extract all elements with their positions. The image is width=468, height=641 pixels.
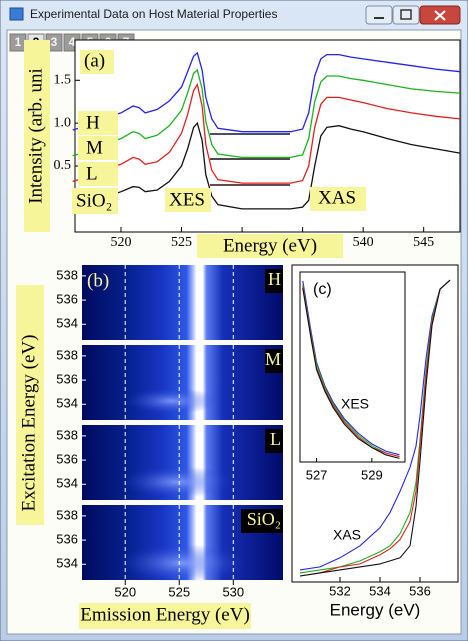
y-tick-label: 1.0 [54,115,72,130]
series-line [72,82,461,184]
heatmap-feature [124,388,220,414]
heatmap [82,265,283,340]
panel-name: L [270,429,281,449]
annotation: L [86,163,98,184]
y-tick-label: 536 [56,452,78,467]
heatmap-feature [118,544,246,582]
y-tick-label: 1.5 [54,73,72,88]
annotation: M [86,137,103,158]
tab-label: 4 [69,35,76,49]
x-tick-label: 520 [111,235,132,250]
label-box [80,50,114,74]
annotation: XAS [333,527,361,543]
x-axis-label: Emission Energy (eV) [80,604,250,625]
x-tick-label: 527 [306,467,328,482]
panel-label: (c) [313,281,332,298]
close-icon [434,10,446,21]
x-tick-label: 520 [114,584,136,599]
y-tick-label: 538 [56,267,78,282]
x-tick-label: 525 [171,235,192,250]
x-tick-label: 545 [413,235,434,250]
maximize-icon [400,9,412,20]
app-icon [9,7,24,21]
annotation: XES [169,189,205,210]
y-tick-label: 534 [56,396,78,411]
label-box [241,509,283,533]
panel-name: M [265,349,281,369]
label-box [78,136,118,160]
y-axis-label: Intensity (arb. uni [25,68,46,204]
label-box [265,269,283,293]
label-box [79,603,251,629]
tab-label: 1 [15,35,22,49]
series-line [72,121,461,210]
x-tick-label: 532 [329,583,351,598]
tab-label: 3 [51,35,58,49]
label-box [16,285,44,525]
y-tick-label: 534 [56,476,78,491]
x-axis-label: Energy (eV) [223,235,317,256]
panel-b: 534 536 538 H 534 536 538 M 534 536 538 L 534 536 538 S… [56,265,283,599]
heatmap-feature [121,466,233,498]
y-tick-label: 538 [56,507,78,522]
panel-name: SiO₂ [247,509,281,529]
y-tick-label: 538 [56,427,78,442]
y-tick-label: 536 [56,532,78,547]
series-line [72,68,461,159]
label-box [72,188,118,214]
annotation: XAS [318,187,356,208]
series-line [72,51,461,133]
annotation: XES [341,396,369,412]
label-box [24,40,50,232]
label-box [310,187,366,211]
y-tick-label: 536 [56,372,78,387]
x-tick-label: 529 [361,467,383,482]
x-axis-label: Energy (eV) [330,600,421,619]
panel-label: (a) [84,50,105,71]
x-tick-label: 534 [369,583,391,598]
x-tick-label: 525 [168,584,190,599]
panel-name: H [268,269,281,289]
label-box [265,429,283,453]
y-tick-label: 534 [56,556,78,571]
minimize-button[interactable] [365,5,393,25]
annotation: H [86,112,100,133]
label-box [165,188,211,212]
series-line [299,279,451,577]
label-box [265,349,283,373]
y-tick-label: 536 [56,292,78,307]
maximize-button[interactable] [392,5,420,25]
window-title: Experimental Data on Host Material Prope… [30,7,277,21]
label-box [78,111,118,135]
y-tick-label: 534 [56,316,78,331]
plot-area [74,39,461,233]
y-tick-label: 0.5 [54,158,72,173]
panel-c: 532 534 536 527 529 (c) XES XAS Energy (eV) [299,271,451,619]
x-tick-label: 530 [222,584,244,599]
label-box [197,234,343,258]
y-tick-label: 538 [56,347,78,362]
y-axis-label: Excitation Energy (eV) [18,335,39,512]
x-tick-label: 536 [409,583,431,598]
x-tick-label: 540 [353,235,374,250]
panel-label: (b) [87,270,109,291]
label-box [78,162,118,186]
series-line [302,288,400,459]
annotation: SiO₂ [76,190,112,211]
